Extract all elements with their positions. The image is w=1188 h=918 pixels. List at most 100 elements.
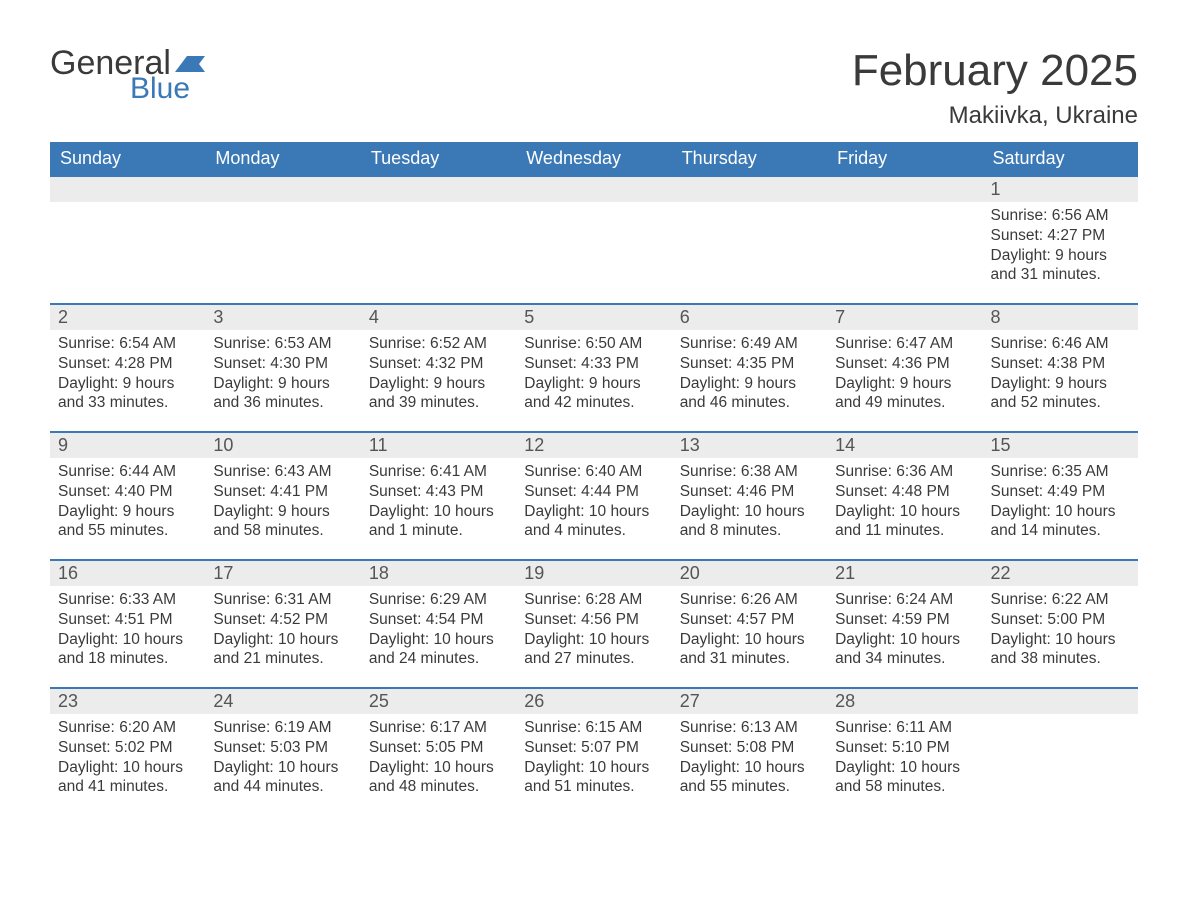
calendar-day: 1Sunrise: 6:56 AMSunset: 4:27 PMDaylight… xyxy=(983,175,1138,303)
sunset-label: Sunset: xyxy=(369,611,422,628)
sunset-label: Sunset: xyxy=(58,355,111,372)
calendar-day: 18Sunrise: 6:29 AMSunset: 4:54 PMDayligh… xyxy=(361,559,516,687)
sunset-value: 4:32 PM xyxy=(426,355,484,372)
day-details: Sunrise: 6:28 AMSunset: 4:56 PMDaylight:… xyxy=(516,586,671,677)
sunset-label: Sunset: xyxy=(680,483,733,500)
calendar-day: 22Sunrise: 6:22 AMSunset: 5:00 PMDayligh… xyxy=(983,559,1138,687)
calendar-day: 13Sunrise: 6:38 AMSunset: 4:46 PMDayligh… xyxy=(672,431,827,559)
sunset-value: 4:28 PM xyxy=(115,355,173,372)
calendar-day: 7Sunrise: 6:47 AMSunset: 4:36 PMDaylight… xyxy=(827,303,982,431)
sunrise-label: Sunrise: xyxy=(213,463,270,480)
day-number: 5 xyxy=(516,303,671,330)
sunset-value: 4:51 PM xyxy=(115,611,173,628)
day-details: Sunrise: 6:33 AMSunset: 4:51 PMDaylight:… xyxy=(50,586,205,677)
sunset-label: Sunset: xyxy=(835,355,888,372)
sunrise-label: Sunrise: xyxy=(369,335,426,352)
day-details: Sunrise: 6:11 AMSunset: 5:10 PMDaylight:… xyxy=(827,714,982,805)
sunrise-label: Sunrise: xyxy=(213,335,270,352)
daylight-label: Daylight: xyxy=(369,503,429,520)
day-number: 25 xyxy=(361,687,516,714)
daylight-label: Daylight: xyxy=(213,759,273,776)
sunset-label: Sunset: xyxy=(680,355,733,372)
sunset-value: 4:43 PM xyxy=(426,483,484,500)
day-details: Sunrise: 6:56 AMSunset: 4:27 PMDaylight:… xyxy=(983,202,1138,293)
sunrise-value: 6:56 AM xyxy=(1052,207,1109,224)
day-details: Sunrise: 6:36 AMSunset: 4:48 PMDaylight:… xyxy=(827,458,982,549)
calendar-table: SundayMondayTuesdayWednesdayThursdayFrid… xyxy=(50,142,1138,815)
calendar-day: 19Sunrise: 6:28 AMSunset: 4:56 PMDayligh… xyxy=(516,559,671,687)
sunrise-label: Sunrise: xyxy=(835,335,892,352)
day-details: Sunrise: 6:17 AMSunset: 5:05 PMDaylight:… xyxy=(361,714,516,805)
sunset-label: Sunset: xyxy=(58,611,111,628)
sunrise-value: 6:53 AM xyxy=(275,335,332,352)
sunrise-label: Sunrise: xyxy=(835,719,892,736)
sunrise-label: Sunrise: xyxy=(680,463,737,480)
day-details: Sunrise: 6:24 AMSunset: 4:59 PMDaylight:… xyxy=(827,586,982,677)
location-label: Makiivka, Ukraine xyxy=(852,102,1138,130)
daylight-label: Daylight: xyxy=(58,503,118,520)
daylight-label: Daylight: xyxy=(680,375,740,392)
sunrise-value: 6:41 AM xyxy=(430,463,487,480)
day-number: 24 xyxy=(205,687,360,714)
day-number: 13 xyxy=(672,431,827,458)
sunset-label: Sunset: xyxy=(680,611,733,628)
daylight-label: Daylight: xyxy=(680,759,740,776)
calendar-day: 12Sunrise: 6:40 AMSunset: 4:44 PMDayligh… xyxy=(516,431,671,559)
day-details: Sunrise: 6:38 AMSunset: 4:46 PMDaylight:… xyxy=(672,458,827,549)
day-number: 2 xyxy=(50,303,205,330)
weekday-header: Friday xyxy=(827,142,982,175)
calendar-body: 1Sunrise: 6:56 AMSunset: 4:27 PMDaylight… xyxy=(50,175,1138,815)
sunset-label: Sunset: xyxy=(991,227,1044,244)
day-number: 23 xyxy=(50,687,205,714)
weekday-header: Thursday xyxy=(672,142,827,175)
sunset-value: 5:02 PM xyxy=(115,739,173,756)
empty-day-bar xyxy=(983,687,1138,714)
sunset-value: 4:35 PM xyxy=(737,355,795,372)
day-number: 1 xyxy=(983,175,1138,202)
sunrise-label: Sunrise: xyxy=(680,591,737,608)
sunset-label: Sunset: xyxy=(524,483,577,500)
sunrise-label: Sunrise: xyxy=(991,591,1048,608)
sunset-value: 4:49 PM xyxy=(1047,483,1105,500)
sunset-label: Sunset: xyxy=(991,355,1044,372)
calendar-empty xyxy=(827,175,982,303)
sunrise-value: 6:43 AM xyxy=(275,463,332,480)
day-details: Sunrise: 6:43 AMSunset: 4:41 PMDaylight:… xyxy=(205,458,360,549)
weekday-header: Sunday xyxy=(50,142,205,175)
daylight-label: Daylight: xyxy=(680,631,740,648)
daylight-label: Daylight: xyxy=(213,503,273,520)
day-number: 26 xyxy=(516,687,671,714)
weekday-header: Tuesday xyxy=(361,142,516,175)
weekday-header: Monday xyxy=(205,142,360,175)
sunrise-value: 6:28 AM xyxy=(585,591,642,608)
calendar-day: 8Sunrise: 6:46 AMSunset: 4:38 PMDaylight… xyxy=(983,303,1138,431)
day-details: Sunrise: 6:52 AMSunset: 4:32 PMDaylight:… xyxy=(361,330,516,421)
sunrise-value: 6:11 AM xyxy=(896,719,952,736)
calendar-day: 26Sunrise: 6:15 AMSunset: 5:07 PMDayligh… xyxy=(516,687,671,815)
day-details: Sunrise: 6:44 AMSunset: 4:40 PMDaylight:… xyxy=(50,458,205,549)
calendar-day: 24Sunrise: 6:19 AMSunset: 5:03 PMDayligh… xyxy=(205,687,360,815)
day-details: Sunrise: 6:15 AMSunset: 5:07 PMDaylight:… xyxy=(516,714,671,805)
daylight-label: Daylight: xyxy=(524,759,584,776)
calendar-day: 6Sunrise: 6:49 AMSunset: 4:35 PMDaylight… xyxy=(672,303,827,431)
empty-day-bar xyxy=(516,175,671,202)
sunrise-value: 6:15 AM xyxy=(585,719,642,736)
day-details: Sunrise: 6:20 AMSunset: 5:02 PMDaylight:… xyxy=(50,714,205,805)
daylight-label: Daylight: xyxy=(524,503,584,520)
daylight-label: Daylight: xyxy=(991,247,1051,264)
day-number: 20 xyxy=(672,559,827,586)
sunset-value: 4:40 PM xyxy=(115,483,173,500)
sunset-label: Sunset: xyxy=(369,355,422,372)
sunset-label: Sunset: xyxy=(213,739,266,756)
day-number: 10 xyxy=(205,431,360,458)
day-details: Sunrise: 6:19 AMSunset: 5:03 PMDaylight:… xyxy=(205,714,360,805)
day-number: 7 xyxy=(827,303,982,330)
daylight-label: Daylight: xyxy=(991,503,1051,520)
sunset-label: Sunset: xyxy=(835,739,888,756)
day-details: Sunrise: 6:35 AMSunset: 4:49 PMDaylight:… xyxy=(983,458,1138,549)
sunrise-label: Sunrise: xyxy=(680,335,737,352)
day-details: Sunrise: 6:26 AMSunset: 4:57 PMDaylight:… xyxy=(672,586,827,677)
daylight-label: Daylight: xyxy=(58,759,118,776)
sunrise-label: Sunrise: xyxy=(58,463,115,480)
day-number: 16 xyxy=(50,559,205,586)
